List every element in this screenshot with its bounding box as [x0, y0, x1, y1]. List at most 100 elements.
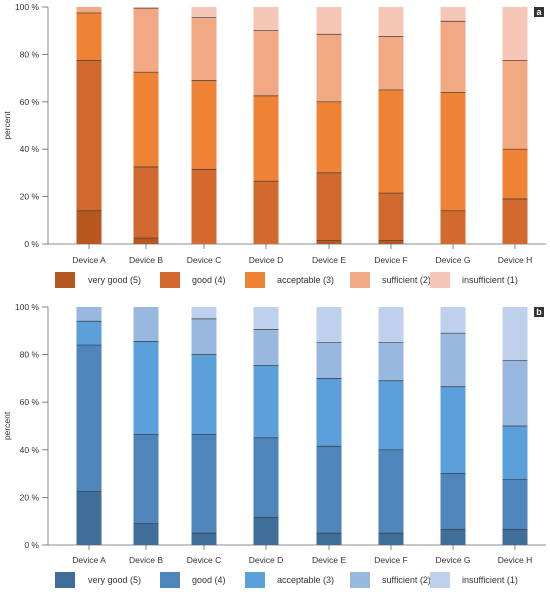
bar-segment — [316, 533, 342, 545]
bar-segment — [76, 12, 102, 61]
panel-label: a — [536, 7, 542, 17]
bar-segment — [253, 517, 279, 545]
bar-segment — [253, 307, 279, 330]
bar-segment — [378, 240, 404, 244]
chart-panel-a: percent 0 % 20 % 40 % 60 % 80 % 100 % Device A D… — [2, 2, 546, 288]
legend-label: very good (5) — [88, 575, 141, 585]
legend-swatch — [430, 572, 450, 588]
bar-segment — [191, 17, 217, 81]
bar-segment — [440, 529, 466, 545]
legend-label: acceptable (3) — [277, 275, 334, 285]
bar-segment — [502, 60, 528, 150]
panel-label: b — [536, 307, 542, 317]
bar-segment — [502, 198, 528, 244]
y-tick-label: 40 % — [20, 144, 40, 154]
bar-segment — [133, 72, 159, 167]
bar-segment — [316, 378, 342, 447]
legend-swatch — [245, 272, 265, 288]
legend-swatch — [350, 572, 370, 588]
bar-segment — [133, 8, 159, 73]
legend-label: good (4) — [192, 575, 226, 585]
x-tick-label: Device C — [187, 255, 221, 265]
bar-segment — [253, 7, 279, 31]
legend-swatch — [160, 272, 180, 288]
x-tick-label: Device D — [249, 255, 283, 265]
bar-segment — [316, 446, 342, 534]
bar-segment — [378, 7, 404, 37]
x-tick-label: Device G — [436, 255, 471, 265]
bar-segment — [502, 426, 528, 480]
bar-segment — [191, 307, 217, 319]
legend-label: insufficient (1) — [462, 275, 518, 285]
bar-segment — [378, 89, 404, 194]
x-tick-label: Device E — [312, 255, 346, 265]
bar-segment — [440, 210, 466, 244]
y-tick-label: 80 % — [20, 350, 40, 360]
bar-segment — [191, 318, 217, 355]
bar-segment — [440, 473, 466, 530]
bar-segment — [378, 342, 404, 381]
bar-segment — [440, 307, 466, 334]
legend: very good (5) good (4) acceptable (3) suffi… — [55, 272, 518, 288]
bar-segment — [76, 60, 102, 211]
bar-segment — [316, 240, 342, 244]
bar-segment — [502, 360, 528, 426]
bar-segment — [440, 92, 466, 211]
bar-segment — [316, 307, 342, 343]
bar-segment — [76, 491, 102, 545]
legend-label: insufficient (1) — [462, 575, 518, 585]
legend-swatch — [55, 572, 75, 588]
x-tick-label: Device A — [72, 555, 106, 565]
legend: very good (5) good (4) acceptable (3) suffi… — [55, 572, 518, 588]
x-tick-label: Device H — [498, 555, 532, 565]
legend-label: very good (5) — [88, 275, 141, 285]
bar-segment — [191, 7, 217, 18]
y-tick-label: 60 % — [20, 97, 40, 107]
bar-segment — [502, 7, 528, 61]
bar-segment — [76, 321, 102, 346]
y-tick-label: 20 % — [20, 492, 40, 502]
bar-segment — [191, 354, 217, 435]
bar-segment — [76, 210, 102, 244]
x-tick-label: Device G — [436, 555, 471, 565]
bar-segment — [191, 80, 217, 170]
bar-segment — [502, 149, 528, 199]
bar-segment — [253, 365, 279, 438]
bar-segment — [440, 21, 466, 93]
y-axis-label: percent — [2, 111, 12, 140]
legend-swatch — [430, 272, 450, 288]
legend-swatch — [160, 572, 180, 588]
y-tick-label: 80 % — [20, 49, 40, 59]
x-tick-label: Device B — [129, 255, 163, 265]
bar-segment — [316, 101, 342, 173]
bar-segment — [378, 193, 404, 241]
bar-segment — [253, 181, 279, 244]
panel-label-badge — [534, 7, 544, 17]
legend-label: good (4) — [192, 275, 226, 285]
bar-segment — [502, 307, 528, 361]
legend-label: acceptable (3) — [277, 575, 334, 585]
bar-segment — [253, 30, 279, 96]
bar-segment — [76, 345, 102, 492]
legend-label: sufficient (2) — [382, 575, 431, 585]
legend-swatch — [350, 272, 370, 288]
bar-segment — [378, 380, 404, 450]
bar-segment — [440, 333, 466, 387]
bar-segment — [440, 7, 466, 22]
bar-segment — [502, 479, 528, 530]
bar-segment — [378, 449, 404, 534]
bar-segment — [133, 307, 159, 342]
legend-swatch — [55, 272, 75, 288]
bar-segment — [191, 169, 217, 244]
bar-segment — [133, 7, 159, 9]
bar-segment — [133, 166, 159, 239]
y-tick-label: 100 % — [15, 302, 40, 312]
bar-segment — [378, 36, 404, 90]
bar-segment — [378, 533, 404, 545]
y-tick-label: 60 % — [20, 397, 40, 407]
bar-segment — [316, 34, 342, 102]
bar-segment — [502, 529, 528, 545]
bar-segment — [76, 7, 102, 13]
x-tick-label: Device A — [72, 255, 106, 265]
